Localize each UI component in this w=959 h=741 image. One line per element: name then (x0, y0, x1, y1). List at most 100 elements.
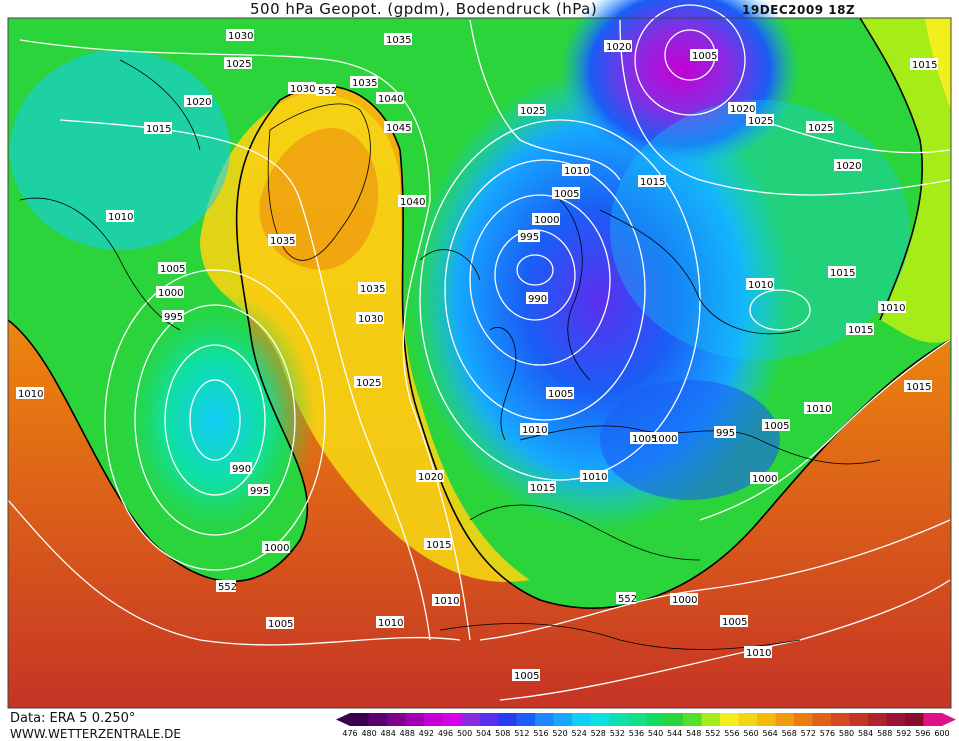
svg-text:1035: 1035 (352, 78, 377, 89)
svg-text:1000: 1000 (264, 543, 289, 554)
colorbar-swatch (627, 713, 647, 726)
colorbar-swatch (886, 713, 906, 726)
isobar-1035: 1035 (268, 234, 296, 247)
colorbar-swatch (535, 713, 554, 726)
isobar-1000: 1000 (750, 472, 778, 485)
svg-text:1015: 1015 (848, 325, 873, 336)
isobar-1010: 1010 (744, 646, 772, 659)
isobar-990: 990 (526, 292, 548, 305)
colorbar-tick-label: 532 (610, 729, 625, 738)
svg-text:1005: 1005 (548, 389, 573, 400)
svg-text:1015: 1015 (426, 540, 451, 551)
isobar-1010: 1010 (16, 387, 44, 400)
isobar-1000: 1000 (670, 593, 698, 606)
isobar-1020: 1020 (604, 40, 632, 53)
colorbar-tick-label: 584 (858, 729, 873, 738)
isobar-1020: 1020 (416, 470, 444, 483)
isobar-1005: 1005 (552, 187, 580, 200)
isobar-1005: 1005 (512, 669, 540, 682)
svg-text:1010: 1010 (108, 212, 133, 223)
isobar-1015: 1015 (904, 380, 932, 393)
pressure-labels: 1030 1025 1020 1015 1010 1005 1000 995 9… (16, 29, 938, 682)
svg-text:1010: 1010 (522, 425, 547, 436)
colorbar-tick-label: 544 (667, 729, 682, 738)
svg-text:1020: 1020 (186, 97, 211, 108)
svg-text:1015: 1015 (906, 382, 931, 393)
colorbar-tick-label: 520 (552, 729, 567, 738)
colorbar-swatch (350, 713, 369, 726)
svg-text:1000: 1000 (534, 215, 559, 226)
svg-text:1010: 1010 (18, 389, 43, 400)
svg-text:995: 995 (250, 486, 269, 497)
isobar-1015: 1015 (638, 175, 666, 188)
colorbar-swatch (387, 713, 406, 726)
isobar-1020: 1020 (184, 95, 212, 108)
isobar-1025: 1025 (224, 57, 252, 70)
svg-text:1025: 1025 (748, 116, 773, 127)
colorbar-swatch (738, 713, 758, 726)
svg-text:1030: 1030 (290, 84, 315, 95)
isobar-1000: 1000 (652, 432, 678, 445)
svg-text:1015: 1015 (830, 268, 855, 279)
svg-text:1020: 1020 (836, 161, 861, 172)
colorbar-swatch (683, 713, 702, 726)
colorbar-tick-label: 528 (591, 729, 606, 738)
svg-text:1015: 1015 (640, 177, 665, 188)
colorbar-swatch (923, 713, 943, 726)
svg-text:1025: 1025 (808, 123, 833, 134)
isobar-1005: 1005 (720, 615, 748, 628)
svg-text:552: 552 (218, 582, 237, 593)
isobar-1005: 1005 (546, 387, 574, 400)
colorbar-tick-label: 540 (648, 729, 663, 738)
svg-text:1025: 1025 (356, 378, 381, 389)
colorbar-swatch (590, 713, 610, 726)
svg-text:1025: 1025 (226, 59, 251, 70)
isobar-1005: 1005 (158, 262, 186, 275)
svg-text:1005: 1005 (722, 617, 747, 628)
svg-text:1005: 1005 (268, 619, 293, 630)
isobar-1020: 1020 (834, 159, 862, 172)
isobar-1000: 1000 (156, 286, 184, 299)
colorbar-swatch (516, 713, 536, 726)
svg-text:1015: 1015 (146, 124, 171, 135)
colorbar-tick-label: 560 (743, 729, 758, 738)
svg-text:552: 552 (618, 594, 637, 605)
isobars (7, 4, 951, 701)
colorbar-tick-label: 476 (342, 729, 357, 738)
isobar-1025: 1025 (746, 114, 774, 127)
colorbar-swatch (868, 713, 887, 726)
svg-text:1010: 1010 (880, 303, 905, 314)
isobar-995: 995 (248, 484, 270, 497)
colorbar-tick-label: 516 (533, 729, 548, 738)
colorbar-tick-label: 524 (572, 729, 587, 738)
svg-text:1045: 1045 (386, 123, 411, 134)
isobar-1035: 1035 (350, 76, 378, 89)
svg-text:990: 990 (528, 294, 547, 305)
isobar-995: 995 (714, 426, 736, 439)
svg-text:1020: 1020 (730, 104, 755, 115)
east-ridge (860, 18, 951, 343)
svg-text:1035: 1035 (360, 284, 385, 295)
isobar-1005: 1005 (630, 432, 658, 445)
colorbar-tick-label: 564 (762, 729, 777, 738)
svg-text:1005: 1005 (764, 421, 789, 432)
colorbar-arrow-right (942, 713, 956, 726)
map-datetime: 19DEC2009 18Z (742, 3, 856, 17)
map-title: 500 hPa Geopot. (gpdm), Bodendruck (hPa) (250, 0, 598, 18)
isobar-1025: 1025 (518, 104, 546, 117)
isobar-1005: 1005 (690, 49, 718, 62)
isobar-1015: 1015 (910, 58, 938, 71)
colorbar-tick-label: 488 (400, 729, 415, 738)
colorbar-swatch (572, 713, 591, 726)
arctic-cold-shading (10, 50, 230, 250)
svg-text:1005: 1005 (514, 671, 539, 682)
svg-text:1005: 1005 (692, 51, 717, 62)
svg-text:1005: 1005 (160, 264, 185, 275)
svg-text:1040: 1040 (378, 94, 403, 105)
isobar-990: 990 (230, 462, 252, 475)
svg-text:1000: 1000 (652, 434, 677, 445)
colorbar-swatch (553, 713, 573, 726)
svg-text:1035: 1035 (386, 35, 411, 46)
geopot-552: 552 (316, 84, 337, 97)
colorbar-tick-label: 568 (782, 729, 797, 738)
